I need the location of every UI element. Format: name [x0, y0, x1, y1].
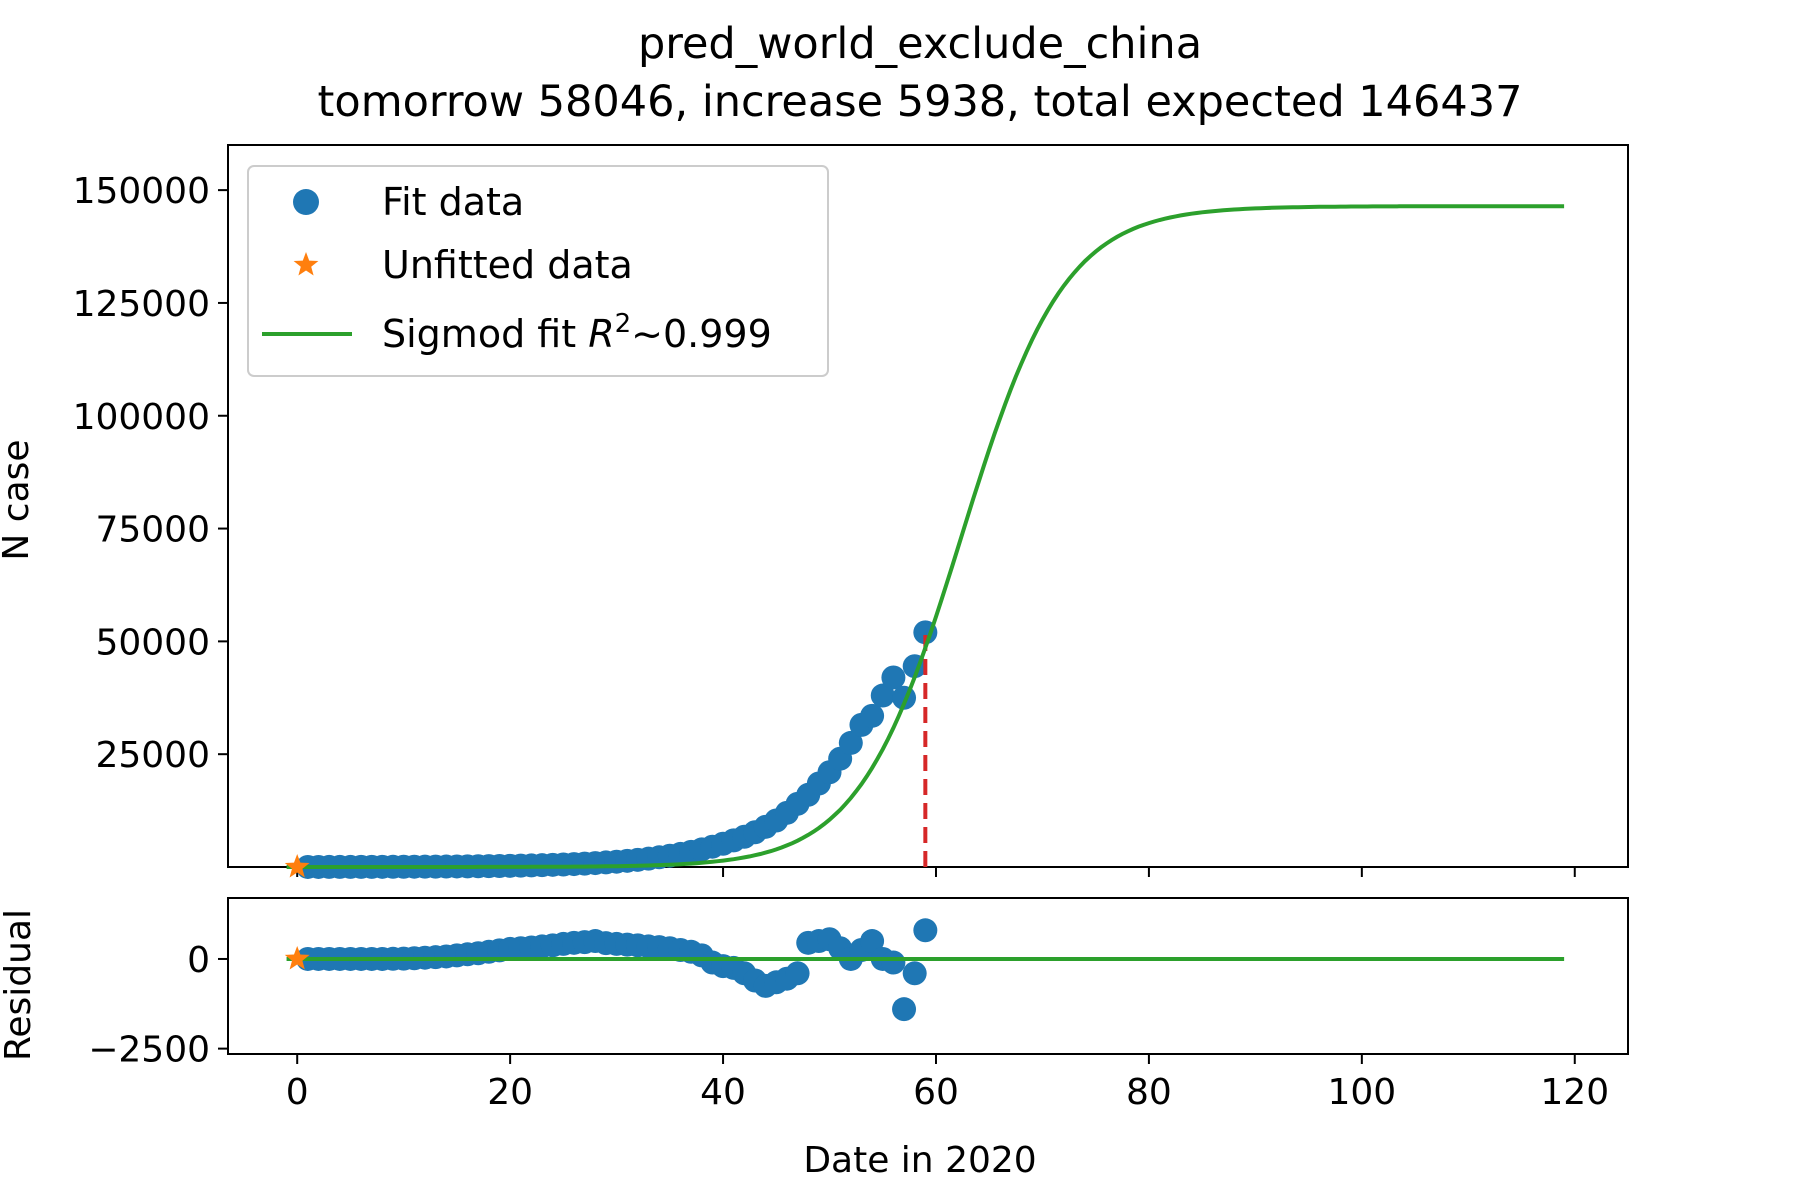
residual-point	[902, 961, 927, 986]
legend-sigmoid-prefix: Sigmod fit	[382, 312, 588, 356]
y-tick-label-main: 150000	[73, 171, 210, 212]
fit-data-point	[838, 730, 863, 755]
x-tick-label: 60	[913, 1072, 959, 1113]
x-tick-label: 0	[286, 1072, 309, 1113]
x-tick-label: 20	[487, 1072, 533, 1113]
residual-plot: −2500 0 0 20 40 60 80 100 120	[88, 897, 1629, 1113]
legend-box	[247, 165, 829, 377]
y-tick-label-residual: 0	[187, 940, 210, 981]
y-axis-label-residual: Residual	[0, 909, 39, 1061]
y-tick-label-main: 25000	[95, 735, 210, 776]
x-tick-label: 40	[700, 1072, 746, 1113]
legend-sigmoid-label: Sigmod fit R2~0.999	[382, 309, 772, 356]
unfitted-data-point	[284, 854, 310, 878]
y-tick-label-main: 100000	[73, 397, 210, 438]
x-axis-label: Date in 2020	[803, 1140, 1036, 1181]
fit-data-point	[881, 665, 906, 690]
legend-r-symbol: R	[588, 312, 614, 356]
legend: Fit data Unfitted data Sigmod fit R2~0.9…	[247, 165, 829, 377]
x-tick-label: 120	[1540, 1072, 1609, 1113]
residual-point	[860, 929, 885, 954]
legend-fit-marker	[293, 189, 319, 215]
legend-unfitted-label: Unfitted data	[382, 243, 633, 287]
x-tick-label: 100	[1327, 1072, 1396, 1113]
main-plot-frame	[227, 144, 1629, 868]
residual-plot-frame	[227, 897, 1629, 1055]
residual-point	[892, 997, 917, 1022]
legend-fit-label: Fit data	[382, 180, 524, 224]
x-tick-label: 80	[1126, 1072, 1172, 1113]
residual-unfitted-point	[284, 946, 310, 970]
residual-point	[881, 950, 906, 975]
y-tick-label-main: 50000	[95, 622, 210, 663]
y-tick-label-residual: −2500	[88, 1030, 210, 1071]
y-tick-label-main: 75000	[95, 510, 210, 551]
legend-unfitted-marker	[293, 252, 319, 276]
main-plot: 25000 50000 75000 100000 125000 150000	[73, 144, 1629, 879]
legend-r-exponent: 2	[615, 309, 632, 339]
y-axis-label-main: N case	[0, 439, 37, 560]
fit-data-point	[860, 703, 885, 728]
fit-data-point	[870, 683, 895, 708]
sigmoid-fit-line	[286, 204, 1565, 869]
legend-sigmoid-suffix: ~0.999	[631, 312, 772, 356]
chart-title: pred_world_exclude_china	[638, 19, 1202, 69]
chart-subtitle: tomorrow 58046, increase 5938, total exp…	[318, 77, 1523, 127]
residual-point	[785, 961, 810, 986]
residual-point	[913, 918, 938, 943]
y-tick-label-main: 125000	[73, 284, 210, 325]
